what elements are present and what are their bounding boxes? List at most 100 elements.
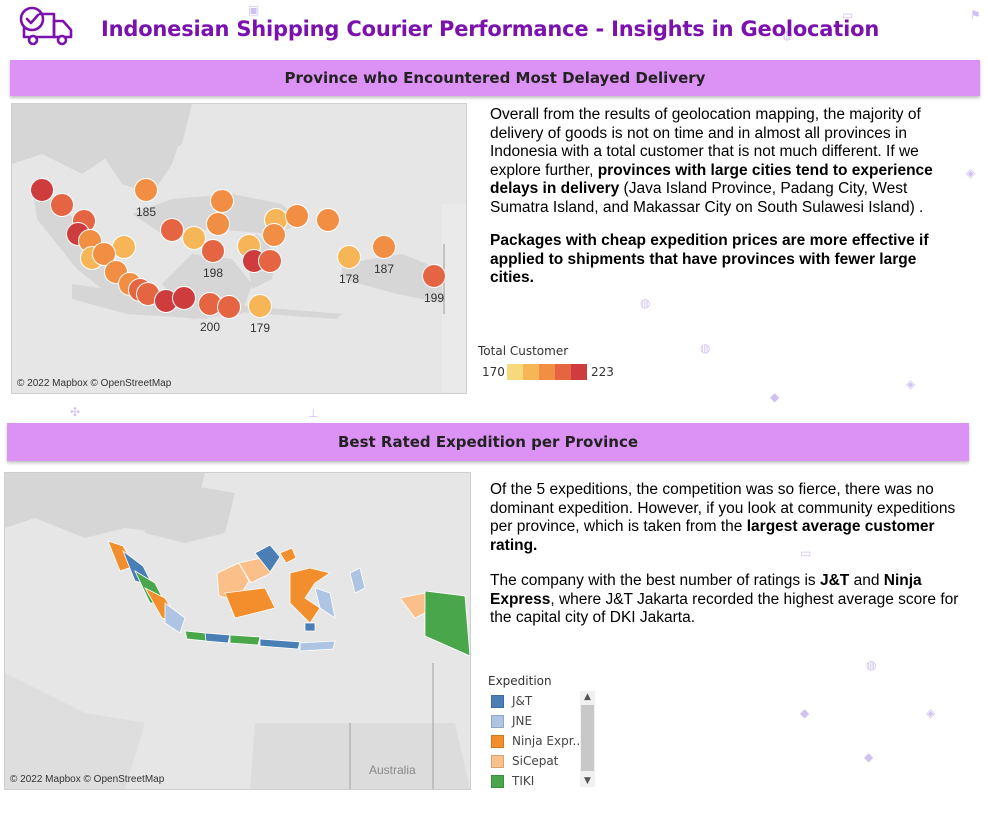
legend-swatch xyxy=(491,754,504,768)
expedition-province-map[interactable]: Australia © 2022 Mapbox © OpenStreetMap xyxy=(4,472,471,790)
province-shape[interactable] xyxy=(349,567,366,594)
province-customer-bubble[interactable] xyxy=(30,178,54,202)
bubble-value-label: 187 xyxy=(374,262,394,276)
province-shape[interactable] xyxy=(224,587,276,619)
legend-color-step xyxy=(507,364,523,380)
legend-item-tiki[interactable]: TIKI xyxy=(491,771,580,791)
province-shape[interactable] xyxy=(238,557,272,584)
province-shape[interactable] xyxy=(289,567,331,624)
legend-color-step xyxy=(555,364,571,380)
page-title: Indonesian Shipping Courier Performance … xyxy=(101,17,880,41)
background-package-icon: ▣ xyxy=(248,3,260,17)
map-credit: © 2022 Mapbox © OpenStreetMap xyxy=(17,378,172,389)
background-package-icon: ◆ xyxy=(800,706,810,720)
scroll-thumb[interactable] xyxy=(581,705,594,771)
section-banner-delayed-delivery: Province who Encountered Most Delayed De… xyxy=(10,60,980,96)
province-customer-bubble[interactable] xyxy=(372,235,396,259)
legend-swatch xyxy=(491,774,504,788)
bubble-value-label: 199 xyxy=(424,291,444,305)
legend-item-sicepat[interactable]: SiCepat xyxy=(491,751,580,771)
background-package-icon: ◍ xyxy=(782,28,793,42)
province-customer-bubble[interactable] xyxy=(217,295,241,319)
ratings-insight-paragraph: The company with the best number of rati… xyxy=(490,572,959,626)
legend-color-step xyxy=(539,364,555,380)
province-customer-bubble[interactable] xyxy=(248,294,272,318)
legend-color-ramp xyxy=(507,364,587,380)
province-shape[interactable] xyxy=(304,622,316,632)
background-package-icon: ◍ xyxy=(640,296,651,310)
province-shape[interactable] xyxy=(314,587,336,619)
province-customer-bubble[interactable] xyxy=(201,239,225,263)
legend-min-value: 170 xyxy=(482,365,505,379)
province-customer-bubble[interactable] xyxy=(206,212,230,236)
background-package-icon: ▭ xyxy=(842,8,854,22)
expedition-legend-list: J&T JNE Ninja Expr.. SiCepat TIKI xyxy=(491,691,580,791)
background-package-icon: ◈ xyxy=(906,377,916,391)
province-shape[interactable] xyxy=(204,632,231,644)
province-customer-bubble[interactable] xyxy=(422,264,446,288)
province-delay-map[interactable]: 185 198 178 187 199 200 179 © 2022 Mapbox © Op… xyxy=(11,103,467,394)
legend-item-label: Ninja Expr.. xyxy=(512,734,581,748)
province-shape[interactable] xyxy=(424,590,470,657)
province-customer-bubble[interactable] xyxy=(182,226,206,250)
legend-item-label: J&T xyxy=(512,694,533,708)
bubble-value-label: 198 xyxy=(203,266,223,280)
province-customer-bubble[interactable] xyxy=(258,249,282,273)
expedition-insight-paragraph: Of the 5 expeditions, the competition wa… xyxy=(490,481,956,554)
legend-max-value: 223 xyxy=(591,365,614,379)
background-package-icon: ◍ xyxy=(866,658,877,672)
background-package-icon: ◈ xyxy=(966,166,976,180)
province-customer-bubble[interactable] xyxy=(262,223,286,247)
background-package-icon: ◆ xyxy=(770,390,780,404)
legend-swatch xyxy=(491,694,504,708)
background-package-icon: ⊥ xyxy=(308,406,319,420)
background-package-icon: ⚑ xyxy=(970,8,981,22)
bubble-value-label: 185 xyxy=(136,205,156,219)
bubble-value-label: 179 xyxy=(250,321,270,335)
legend-color-step xyxy=(571,364,587,380)
province-shape[interactable] xyxy=(254,544,281,573)
province-shape[interactable] xyxy=(299,640,336,652)
province-customer-bubble[interactable] xyxy=(316,208,340,232)
province-customer-bubble[interactable] xyxy=(50,193,74,217)
province-shape[interactable] xyxy=(259,638,301,650)
province-customer-bubble[interactable] xyxy=(210,189,234,213)
province-shape[interactable] xyxy=(229,634,261,646)
bubble-value-label: 200 xyxy=(200,320,220,334)
province-shape[interactable] xyxy=(279,547,297,564)
province-customer-bubble[interactable] xyxy=(160,218,184,242)
legend-swatch xyxy=(491,714,504,728)
section-banner-best-expedition: Best Rated Expedition per Province xyxy=(7,423,969,461)
legend-item-jnt[interactable]: J&T xyxy=(491,691,580,711)
legend-title-total-customer: Total Customer xyxy=(478,344,569,358)
legend-item-label: TIKI xyxy=(512,774,535,788)
legend-title-expedition: Expedition xyxy=(488,674,552,688)
legend-item-jne[interactable]: JNE xyxy=(491,711,580,731)
legend-item-ninja-express[interactable]: Ninja Expr.. xyxy=(491,731,580,751)
delivery-truck-clock-icon xyxy=(18,6,76,48)
background-package-icon: ◈ xyxy=(926,706,936,720)
province-shape[interactable] xyxy=(164,602,186,634)
price-insight-paragraph: Packages with cheap expedition prices ar… xyxy=(490,232,929,286)
legend-color-step xyxy=(523,364,539,380)
province-customer-bubble[interactable] xyxy=(92,242,116,266)
bubble-value-label: 178 xyxy=(339,272,359,286)
map-credit: © 2022 Mapbox © OpenStreetMap xyxy=(10,774,165,785)
province-customer-bubble[interactable] xyxy=(172,286,196,310)
province-shape[interactable] xyxy=(184,630,208,642)
province-customer-bubble[interactable] xyxy=(285,204,309,228)
legend-item-label: SiCepat xyxy=(512,754,559,768)
delay-insight-paragraph: Overall from the results of geolocation … xyxy=(490,106,933,216)
scroll-down-icon[interactable]: ▼ xyxy=(584,776,591,786)
background-package-icon: ◍ xyxy=(700,341,711,355)
legend-item-label: JNE xyxy=(512,714,533,728)
scroll-up-icon[interactable]: ▲ xyxy=(584,692,591,702)
background-package-icon: ▭ xyxy=(800,546,812,560)
australia-label: Australia xyxy=(369,763,416,777)
province-customer-bubble[interactable] xyxy=(134,178,158,202)
legend-scrollbar[interactable]: ▲ ▼ xyxy=(580,691,595,787)
background-package-icon: ◆ xyxy=(864,750,874,764)
legend-swatch xyxy=(491,734,504,748)
background-package-icon: ✣ xyxy=(70,405,81,419)
province-customer-bubble[interactable] xyxy=(337,245,361,269)
